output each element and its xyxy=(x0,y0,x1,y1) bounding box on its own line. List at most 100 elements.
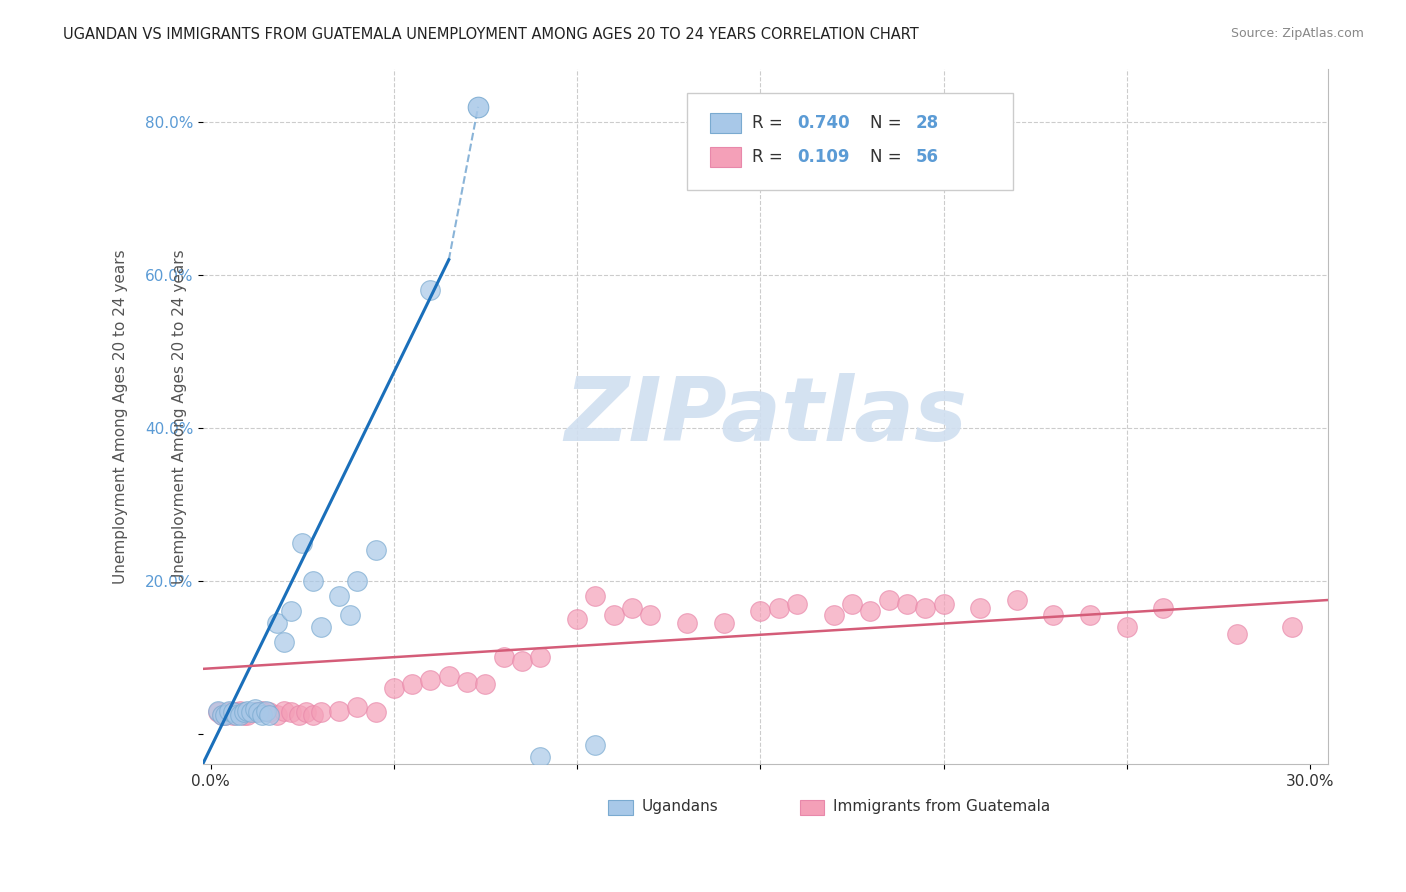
Point xyxy=(914,600,936,615)
Point xyxy=(1281,620,1303,634)
Point xyxy=(328,704,350,718)
Point xyxy=(287,707,309,722)
Point xyxy=(273,704,295,718)
Point xyxy=(823,608,845,623)
Point xyxy=(676,615,699,630)
Point xyxy=(254,704,277,718)
Text: 56: 56 xyxy=(915,148,938,166)
Point xyxy=(932,597,955,611)
Text: UGANDAN VS IMMIGRANTS FROM GUATEMALA UNEMPLOYMENT AMONG AGES 20 TO 24 YEARS CORR: UGANDAN VS IMMIGRANTS FROM GUATEMALA UNE… xyxy=(63,27,920,42)
Point xyxy=(583,739,606,753)
Point xyxy=(841,597,863,611)
Point xyxy=(247,706,270,720)
Point xyxy=(273,635,295,649)
Point xyxy=(207,706,229,720)
Point xyxy=(266,615,288,630)
FancyBboxPatch shape xyxy=(710,147,741,167)
Point xyxy=(218,704,240,718)
Point xyxy=(419,283,441,297)
Point xyxy=(211,707,233,722)
Point xyxy=(713,615,735,630)
Point xyxy=(221,707,243,722)
Y-axis label: Unemployment Among Ages 20 to 24 years: Unemployment Among Ages 20 to 24 years xyxy=(172,249,187,583)
Point xyxy=(243,702,266,716)
Point xyxy=(419,673,441,688)
Point xyxy=(437,669,460,683)
Point xyxy=(364,706,387,720)
Point xyxy=(232,707,254,722)
Point xyxy=(211,707,233,722)
Text: Immigrants from Guatemala: Immigrants from Guatemala xyxy=(834,799,1050,814)
Point xyxy=(492,650,515,665)
Point xyxy=(346,574,368,588)
Point xyxy=(529,749,551,764)
Point xyxy=(364,543,387,558)
Point xyxy=(859,605,882,619)
Point xyxy=(565,612,588,626)
Point xyxy=(529,650,551,665)
Point xyxy=(302,707,325,722)
Point xyxy=(250,708,273,723)
Text: ZIPatlas: ZIPatlas xyxy=(564,373,967,460)
Point xyxy=(474,677,496,691)
Point xyxy=(382,681,405,695)
Point xyxy=(243,706,266,720)
Point xyxy=(602,608,624,623)
Text: R =: R = xyxy=(752,148,789,166)
Text: N =: N = xyxy=(870,148,907,166)
Text: 0.109: 0.109 xyxy=(797,148,849,166)
Point xyxy=(583,589,606,603)
Point xyxy=(749,605,772,619)
Text: 28: 28 xyxy=(915,114,939,132)
Point xyxy=(214,707,236,722)
Point xyxy=(236,707,259,722)
Point xyxy=(295,706,318,720)
Point xyxy=(239,706,262,720)
Point xyxy=(1152,600,1174,615)
Point xyxy=(225,707,247,722)
FancyBboxPatch shape xyxy=(800,800,824,815)
Point xyxy=(236,704,259,718)
Point xyxy=(328,589,350,603)
Point xyxy=(225,706,247,720)
Point xyxy=(207,704,229,718)
Point xyxy=(877,593,900,607)
Point xyxy=(250,704,273,718)
Point xyxy=(346,700,368,714)
Text: 0.740: 0.740 xyxy=(797,114,849,132)
Point xyxy=(309,706,332,720)
Point xyxy=(640,608,662,623)
FancyBboxPatch shape xyxy=(710,113,741,133)
Point xyxy=(621,600,644,615)
Point xyxy=(1115,620,1137,634)
Point xyxy=(467,100,489,114)
Point xyxy=(229,704,252,718)
Point xyxy=(259,707,281,722)
Point xyxy=(302,574,325,588)
Point xyxy=(218,706,240,720)
Point xyxy=(221,706,243,720)
Point xyxy=(259,706,281,720)
Point xyxy=(768,600,790,615)
Point xyxy=(1078,608,1101,623)
Point xyxy=(214,707,236,722)
Point xyxy=(786,597,808,611)
Point xyxy=(896,597,918,611)
Point xyxy=(229,707,252,722)
Point xyxy=(1005,593,1028,607)
FancyBboxPatch shape xyxy=(609,800,633,815)
Text: N =: N = xyxy=(870,114,907,132)
Point xyxy=(510,654,533,668)
FancyBboxPatch shape xyxy=(688,93,1014,190)
Text: Ugandans: Ugandans xyxy=(643,799,718,814)
Text: Source: ZipAtlas.com: Source: ZipAtlas.com xyxy=(1230,27,1364,40)
Point xyxy=(1226,627,1249,641)
Text: R =: R = xyxy=(752,114,789,132)
Point xyxy=(280,605,302,619)
Point xyxy=(401,677,423,691)
Point xyxy=(309,620,332,634)
Point xyxy=(456,674,478,689)
Point xyxy=(339,608,361,623)
Point xyxy=(1042,608,1064,623)
Point xyxy=(291,535,314,549)
